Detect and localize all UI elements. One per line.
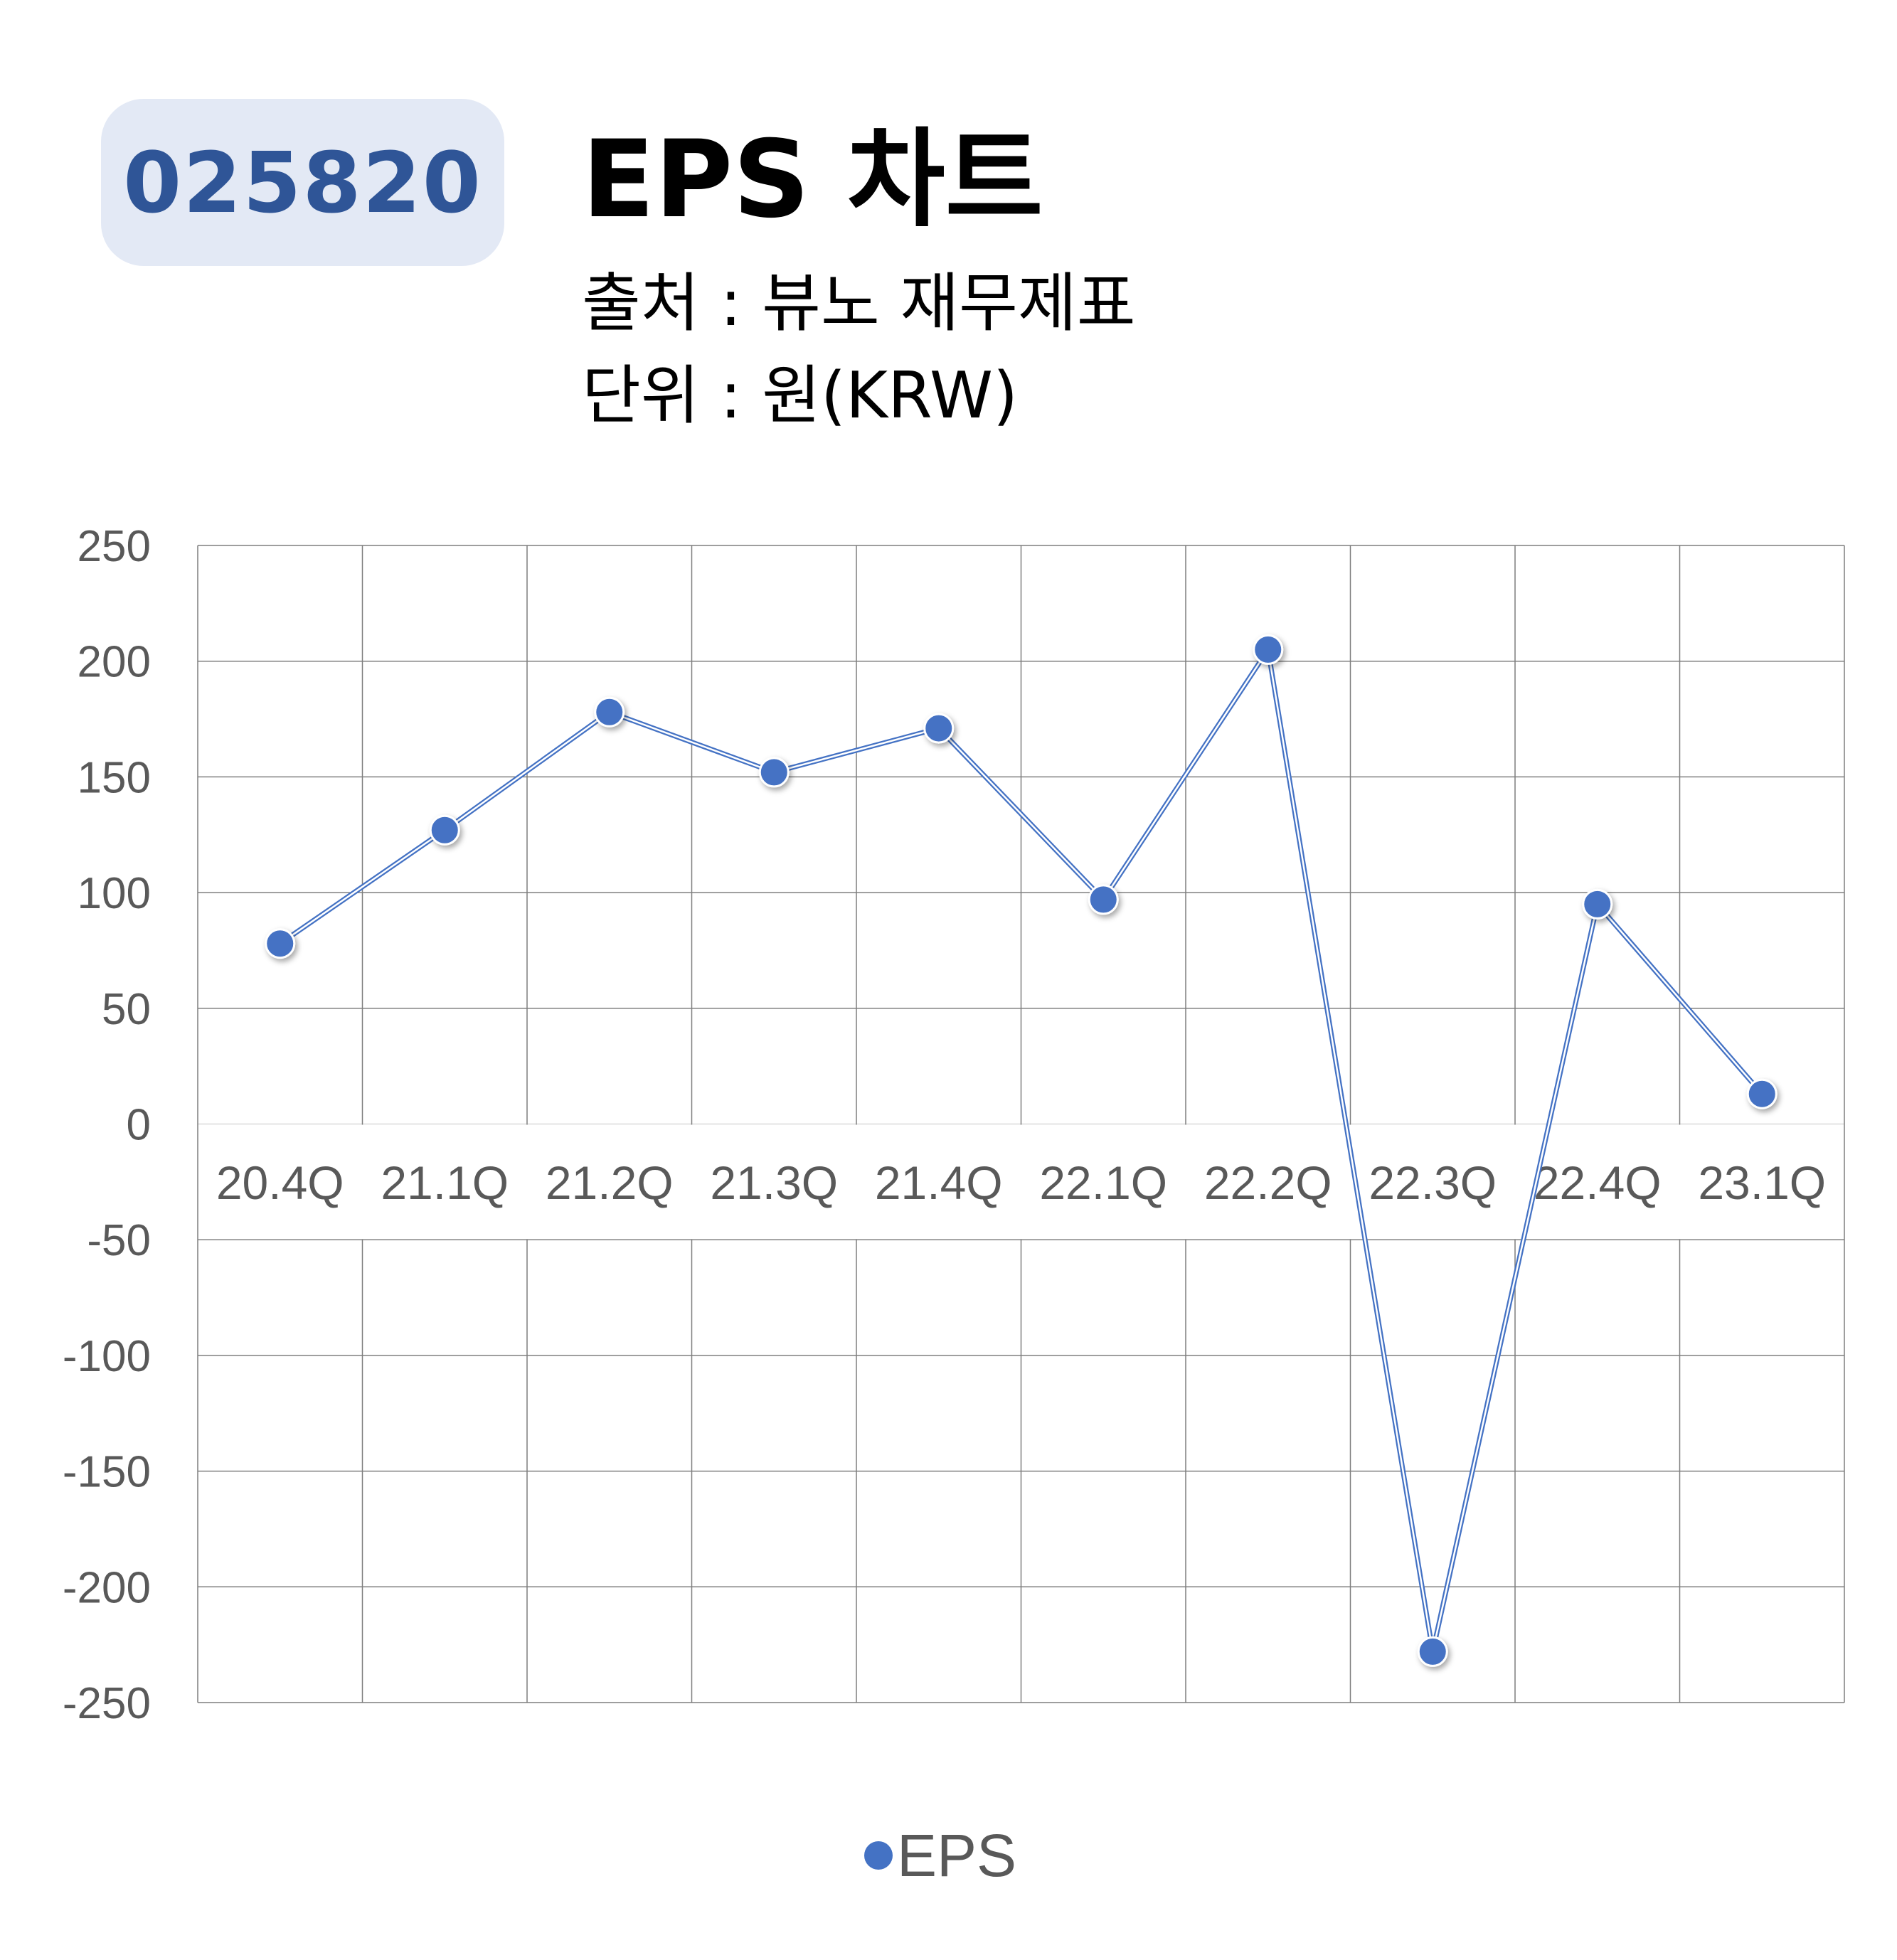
data-point	[265, 928, 296, 959]
x-tick-label: 21.1Q	[381, 1156, 509, 1209]
data-point	[1088, 884, 1119, 915]
data-point	[429, 814, 460, 846]
data-point	[1253, 634, 1284, 665]
data-point	[1582, 888, 1613, 920]
data-point	[758, 757, 790, 788]
y-tick-label: 0	[127, 1101, 151, 1150]
data-point	[1417, 1636, 1448, 1667]
data-point	[1746, 1078, 1778, 1109]
stock-code-badge: 025820	[101, 99, 504, 266]
y-tick-label: 200	[78, 638, 151, 687]
x-tick-label: 23.1Q	[1698, 1156, 1826, 1209]
x-tick-label: 22.2Q	[1204, 1156, 1332, 1209]
y-tick-label: 50	[102, 985, 151, 1034]
chart-legend: EPS	[854, 1822, 1017, 1889]
y-tick-label: -250	[63, 1679, 151, 1728]
chart-title: EPS 차트	[582, 118, 1043, 242]
y-tick-label: -200	[63, 1563, 151, 1612]
chart-grid	[197, 545, 1845, 1703]
data-point	[594, 696, 625, 728]
x-tick-label: 20.4Q	[216, 1156, 344, 1209]
series-points	[265, 634, 1778, 1667]
unit-label: 단위 : 원(KRW)	[582, 358, 1019, 433]
stock-code: 025820	[123, 133, 482, 232]
legend-marker-icon	[854, 1841, 903, 1870]
series-line-inner	[280, 649, 1763, 1653]
legend-label: EPS	[897, 1822, 1017, 1889]
x-tick-label: 22.4Q	[1534, 1156, 1662, 1209]
y-tick-label: 100	[78, 869, 151, 918]
series-line	[278, 646, 1764, 1654]
y-tick-label: 150	[78, 753, 151, 802]
category-band	[198, 1124, 1844, 1240]
data-point	[923, 713, 955, 744]
axis-labels: 250 200 150 100 50 0 -50 -100 -150 -200 -250 20.4Q 2…	[63, 522, 1844, 1728]
x-tick-label: 22.1Q	[1039, 1156, 1167, 1209]
source-label: 출처 : 뷰노 재무제표	[582, 266, 1136, 341]
y-tick-label: -100	[63, 1332, 151, 1381]
x-tick-label: 21.4Q	[875, 1156, 1003, 1209]
y-tick-label: -50	[87, 1216, 151, 1265]
y-tick-label: 250	[78, 522, 151, 571]
x-tick-label: 21.3Q	[710, 1156, 838, 1209]
x-tick-label: 22.3Q	[1369, 1156, 1497, 1209]
y-tick-label: -150	[63, 1448, 151, 1497]
x-tick-label: 21.2Q	[546, 1156, 674, 1209]
